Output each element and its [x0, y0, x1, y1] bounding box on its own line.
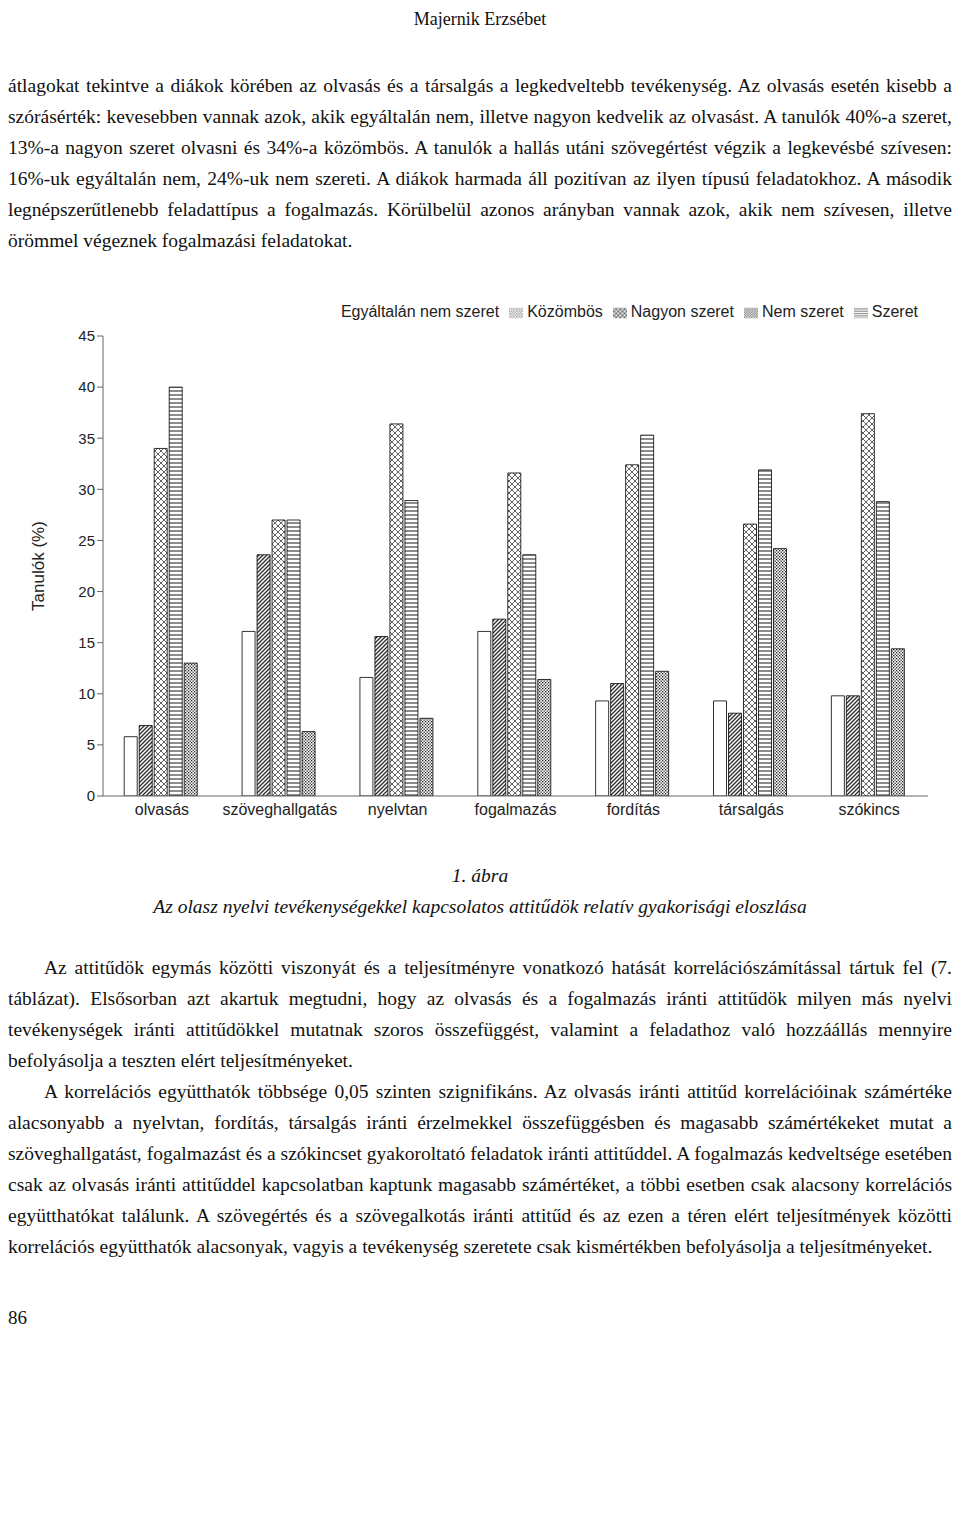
html-text:Az attitűdök egymás közötti vi: Az attitűdök egymás közötti viszonyát és… — [8, 957, 952, 1071]
svg-text:olvasás: olvasás — [135, 801, 189, 818]
html-text:A korrelációs együtthatók több: A korrelációs együtthatók többsége 0,05 … — [8, 1081, 952, 1257]
html-text:Nagyon szeret: Nagyon szeret — [630, 303, 734, 320]
svg-text:társalgás: társalgás — [719, 801, 784, 818]
html-text:Szeret: Szeret — [871, 303, 918, 320]
html-text:Nem szeret: Nem szeret — [762, 303, 844, 320]
svg-text:nyelvtan: nyelvtan — [368, 801, 428, 818]
svg-text:30: 30 — [78, 481, 95, 498]
svg-text:25: 25 — [78, 532, 95, 549]
svg-text:45: 45 — [78, 327, 95, 344]
html-text:1. ábra: 1. ábra — [451, 865, 509, 886]
svg-text:fordítás: fordítás — [607, 801, 660, 818]
html-text:Egyáltalán nem szeret: Egyáltalán nem szeret — [340, 303, 500, 320]
html-text:86: 86 — [8, 1307, 27, 1328]
html-text:Az olasz nyelvi tevékenységekk: Az olasz nyelvi tevékenységekkel kapcsol… — [153, 896, 807, 917]
html-text:Majernik Erzsébet: Majernik Erzsébet — [413, 9, 547, 29]
svg-text:0: 0 — [87, 787, 95, 804]
svg-text:20: 20 — [78, 583, 95, 600]
html-text:Közömbös: Közömbös — [527, 303, 603, 320]
svg-text:szókincs: szókincs — [838, 801, 899, 818]
html-text:átlagokat tekintve a diákok kö: átlagokat tekintve a diákok körében az o… — [8, 75, 952, 251]
svg-text:35: 35 — [78, 430, 95, 447]
svg-text:5: 5 — [87, 736, 95, 753]
svg-text:Tanulók (%): Tanulók (%) — [29, 521, 48, 611]
svg-text:15: 15 — [78, 634, 95, 651]
svg-text:40: 40 — [78, 378, 95, 395]
svg-text:10: 10 — [78, 685, 95, 702]
svg-text:fogalmazás: fogalmazás — [475, 801, 557, 818]
svg-text:szöveghallgatás: szöveghallgatás — [222, 801, 337, 818]
